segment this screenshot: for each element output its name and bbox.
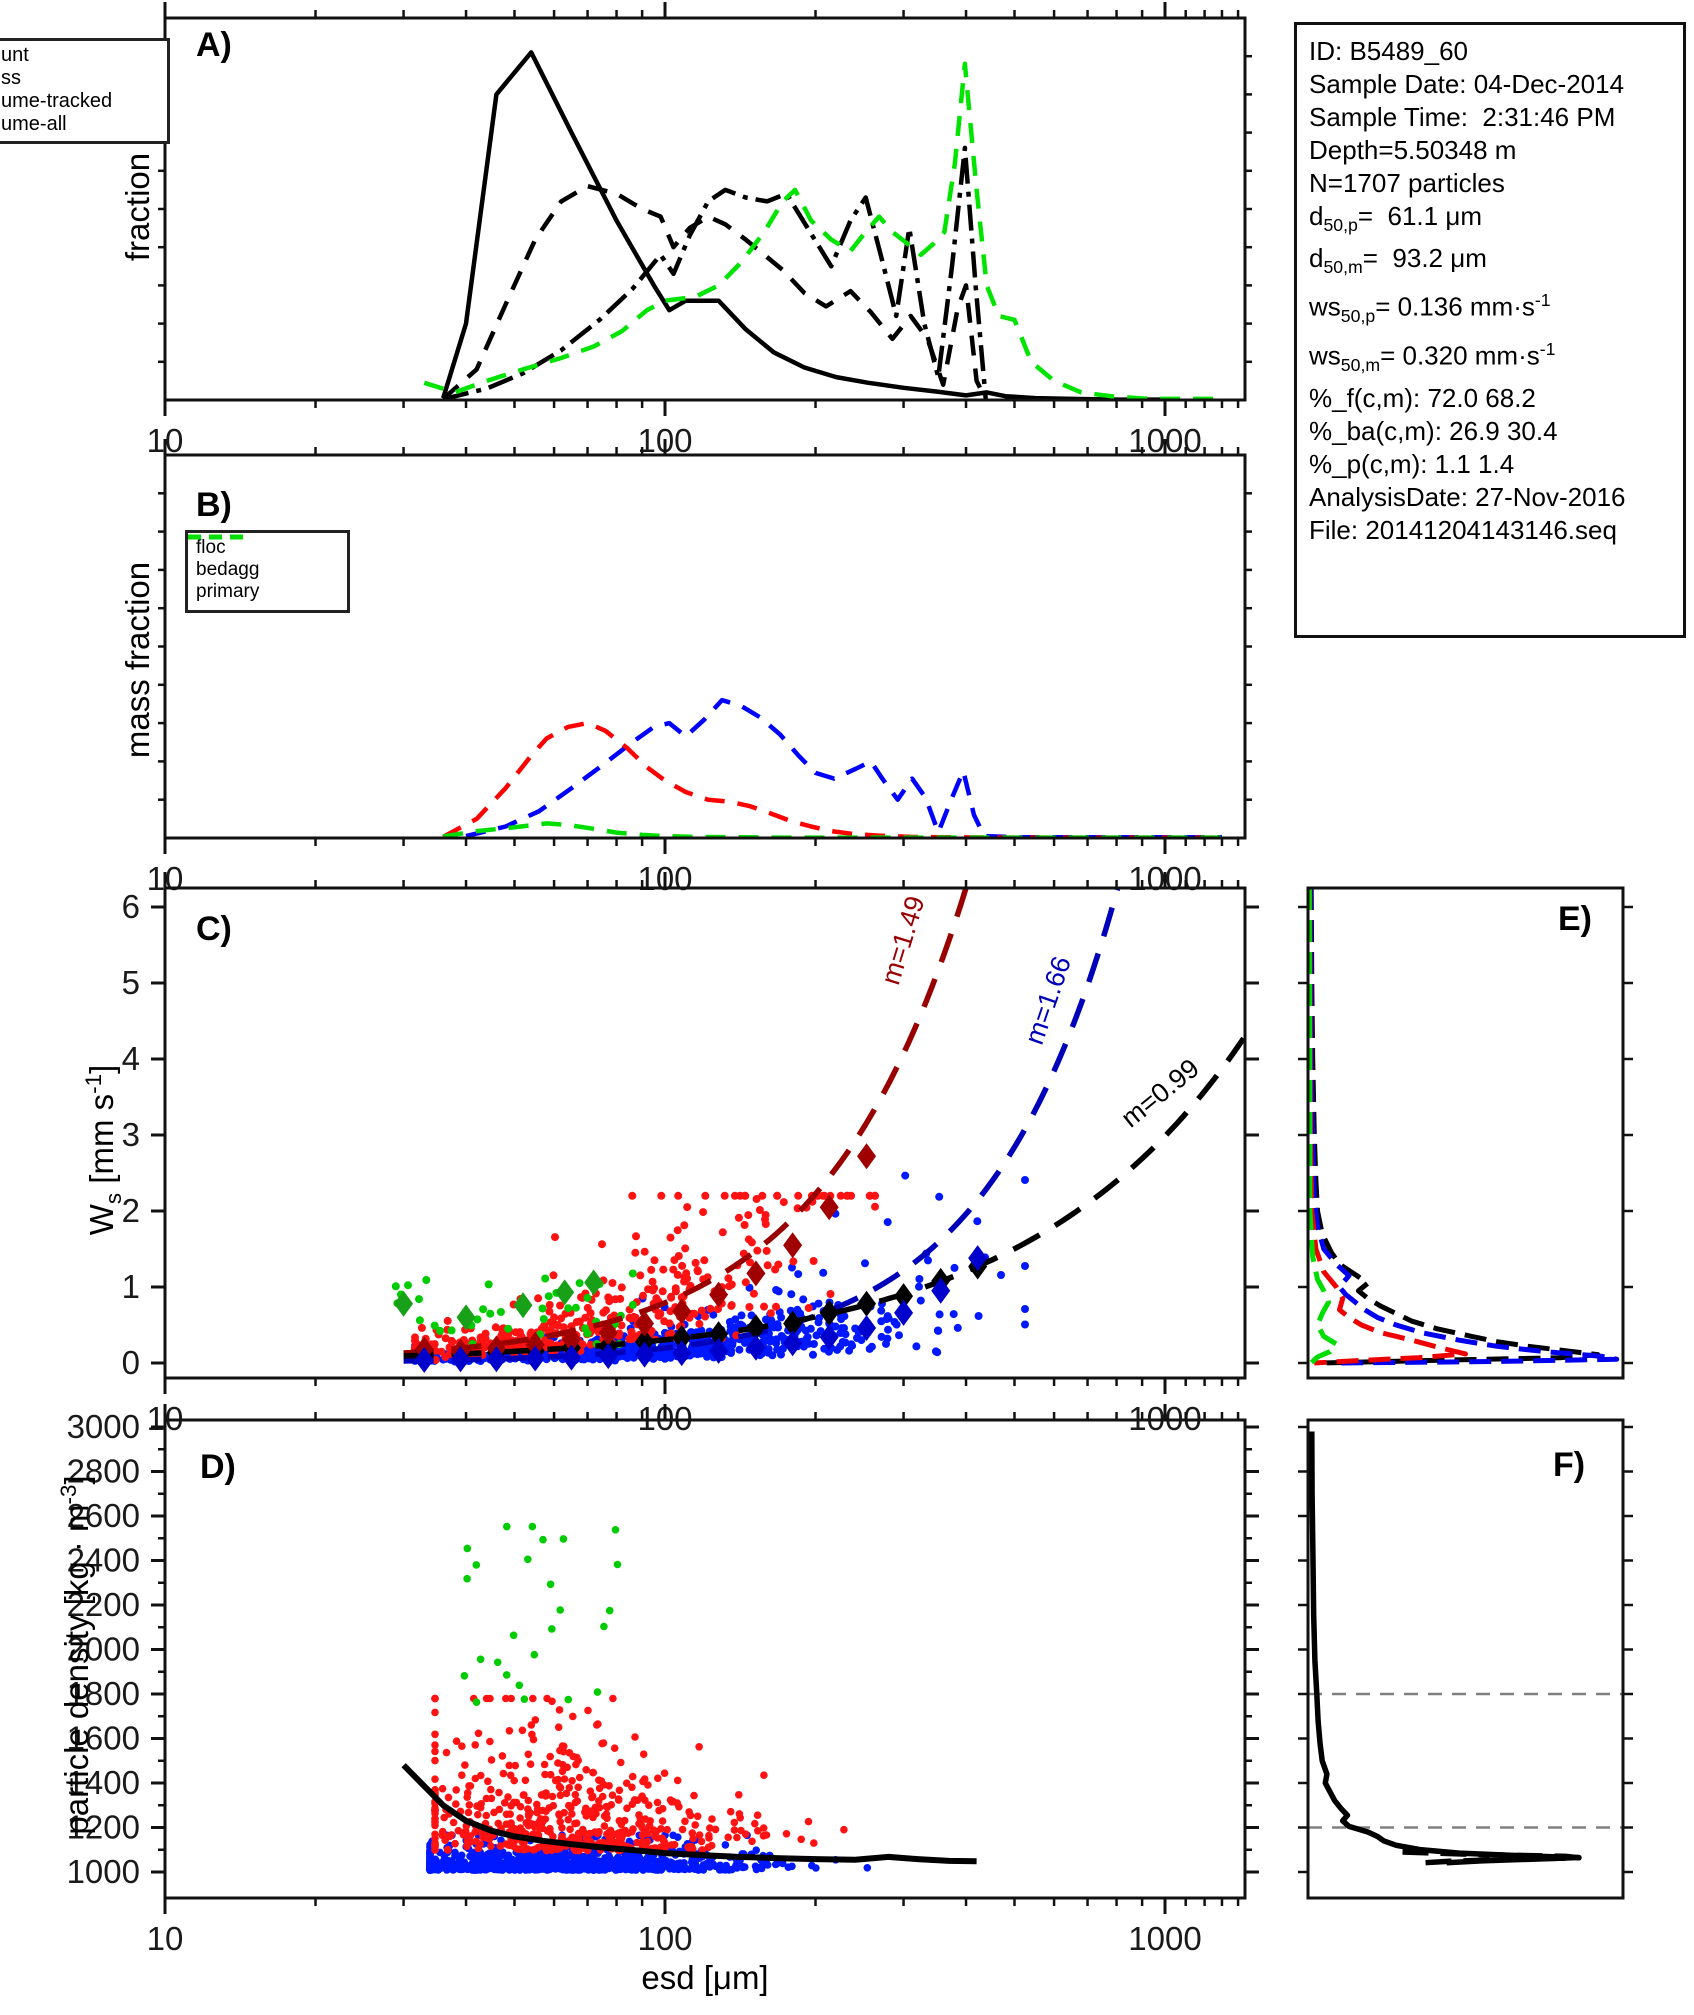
legend-panelB: floc bedagg primary <box>185 530 350 613</box>
y-axis-title-B: mass fraction <box>119 561 156 759</box>
series-floc <box>465 697 1222 838</box>
x-ticks-D: 10 100 1000 <box>147 1404 1240 1957</box>
panel-A-series <box>423 50 1222 400</box>
y-tick-label: 6 <box>122 888 140 925</box>
panel-label-F: F) <box>1553 1446 1586 1484</box>
y-tick-label: 2400 <box>67 1542 140 1579</box>
profile-all <box>1308 888 1601 1366</box>
info-line: d50,p= 61.1 μm <box>1309 201 1482 236</box>
x-ticks-B: 10 100 1000 <box>147 439 1240 897</box>
y-ticks-C: 0 1 2 3 4 5 6 <box>122 888 1259 1381</box>
panel-D-box <box>163 1418 1247 1900</box>
info-line: N=1707 particles <box>1309 168 1505 198</box>
info-line: %_ba(c,m): 26.9 30.4 <box>1309 416 1558 447</box>
y-axis-title-C: Ws [mm s-1] <box>81 1064 126 1236</box>
series-count <box>441 50 1165 400</box>
fit-curve-m=1.66 <box>403 888 1121 1364</box>
info-line: Depth=5.50348 m <box>1309 135 1517 165</box>
x-tick-label: 10 <box>147 1920 184 1957</box>
legend-label: floc <box>196 537 226 558</box>
diamonds-floc-median <box>414 1245 988 1373</box>
legend-item-clipped: ss <box>1 67 21 89</box>
y-tick-label: 0 <box>122 1344 140 1381</box>
profile-bedagg <box>1308 888 1468 1366</box>
panel-B-box <box>163 453 1247 840</box>
y-tick-label: 3000 <box>67 1408 140 1445</box>
info-line: ID: B5489_60 <box>1309 36 1469 66</box>
info-line: File: 20141204143146.seq <box>1309 515 1617 546</box>
info-line: %_p(c,m): 1.1 1.4 <box>1309 449 1515 480</box>
y-tick-label: 5 <box>122 964 140 1001</box>
legend-panelA-clipped: unt ss ume-tracked ume-all <box>0 38 170 144</box>
info-line: Sample Time: 2:31:46 PM <box>1309 102 1616 132</box>
y-ticks-F <box>1298 1425 1633 1874</box>
panel-E-content <box>1308 888 1620 1366</box>
info-line: d50,m= 93.2 μm <box>1309 243 1487 278</box>
y-ticks-D: 1000 1200 1400 1600 1800 2000 2200 2400 2600 2800… <box>67 1408 1259 1890</box>
legend-label: bedagg <box>196 559 260 580</box>
profile-density-distribution <box>1309 1431 1582 1866</box>
legend-item-clipped: unt <box>1 44 29 66</box>
profile-primary <box>1308 888 1339 1365</box>
panel-label-D: D) <box>200 1448 236 1486</box>
y-tick-label: 1400 <box>67 1764 140 1801</box>
panel-C-box <box>163 886 1247 1380</box>
y-tick-label: 2000 <box>67 1631 140 1668</box>
panel-F-content <box>1308 1431 1623 1866</box>
panel-label-C: C) <box>196 910 232 948</box>
panel-F-box <box>1306 1418 1625 1900</box>
y-tick-label: 1 <box>122 1268 140 1305</box>
y-tick-label: 1800 <box>67 1675 140 1712</box>
legend-item-clipped: ume-tracked <box>1 90 113 112</box>
x-tick-label: 100 <box>637 1920 692 1957</box>
y-ticks-E <box>1298 905 1633 1365</box>
y-axis-title-A: fraction <box>119 152 156 262</box>
panel-E-box <box>1306 886 1625 1380</box>
info-line: Sample Date: 04-Dec-2014 <box>1309 69 1625 99</box>
panel-label-A: A) <box>196 26 232 64</box>
y-tick-label: 1200 <box>67 1809 140 1846</box>
panel-D-content <box>401 1522 977 1874</box>
panel-A-box <box>163 16 1247 402</box>
info-line: ws50,m= 0.320 mm·s-1 <box>1309 339 1556 376</box>
panel-label-B: B) <box>196 486 232 524</box>
x-axis-title: esd [μm] <box>641 1959 769 1996</box>
y-tick-label: 1000 <box>67 1853 140 1890</box>
y-tick-label: 2 <box>122 1192 140 1229</box>
info-box: ID: B5489_60 Sample Date: 04-Dec-2014 Samp… <box>1294 22 1686 638</box>
panel-B-series <box>442 697 1222 838</box>
panel-label-E: E) <box>1558 900 1592 938</box>
y-tick-label: 2800 <box>67 1453 140 1490</box>
x-tick-label: 1000 <box>1128 1920 1201 1957</box>
series-volume-tracked <box>442 145 988 400</box>
profile-floc <box>1308 888 1620 1366</box>
y-tick-label: 3 <box>122 1116 140 1153</box>
profile-density-distribution-fit <box>1402 1849 1582 1866</box>
fit-curve-m=0.99 <box>403 1036 1245 1359</box>
legend-item-primary: primary <box>188 534 347 603</box>
y-tick-label: 4 <box>122 1040 140 1077</box>
info-line: %_f(c,m): 72.0 68.2 <box>1309 383 1536 414</box>
y-ticks-A <box>158 54 1252 364</box>
trend-median-density <box>401 1763 977 1865</box>
legend-line-sample <box>188 534 246 540</box>
panel-C-content <box>391 888 1245 1373</box>
y-tick-label: 2200 <box>67 1586 140 1623</box>
info-line: ws50,p= 0.136 mm·s-1 <box>1309 290 1551 327</box>
legend-item-bedagg: bedagg <box>188 534 347 581</box>
legend-label: primary <box>196 581 260 602</box>
y-axis-title-D: particle density [kg · m-3] <box>56 1475 95 1835</box>
diamonds-primary-median <box>394 1269 604 1331</box>
scatter-primary-density-dots <box>460 1522 622 1706</box>
series-volume-all <box>423 61 1222 400</box>
info-line: AnalysisDate: 27-Nov-2016 <box>1309 482 1626 513</box>
y-ticks-B <box>158 492 1252 801</box>
y-tick-label: 2600 <box>67 1497 140 1534</box>
y-tick-label: 1600 <box>67 1720 140 1757</box>
legend-item-clipped: ume-all <box>1 113 67 135</box>
